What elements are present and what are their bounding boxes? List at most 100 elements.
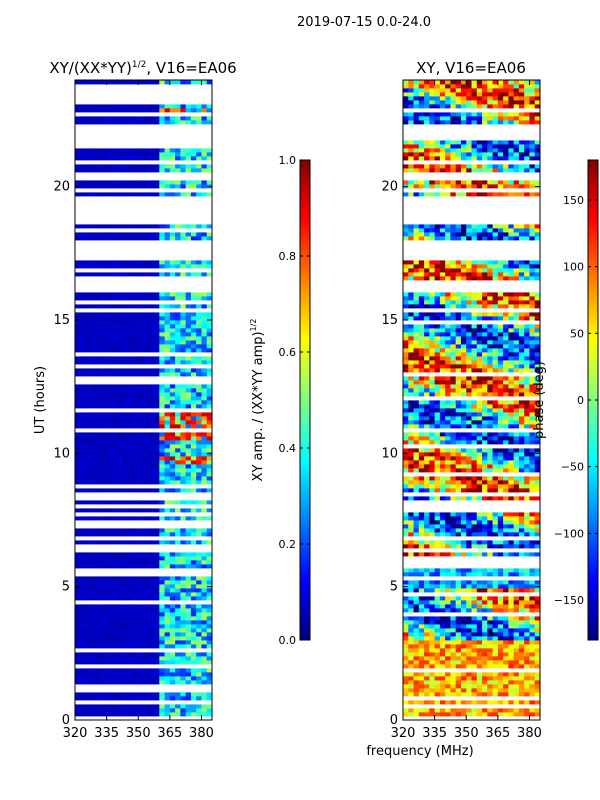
heatmap-cell — [434, 484, 441, 489]
heatmap-cell — [175, 236, 181, 241]
heatmap-cell — [117, 104, 123, 109]
heatmap-cell — [185, 464, 192, 469]
heatmap-cell — [127, 528, 134, 533]
heatmap-cell — [90, 184, 97, 189]
heatmap-cell — [132, 552, 139, 557]
heatmap-cell — [497, 368, 504, 373]
heatmap-cell — [413, 528, 420, 533]
heatmap-cell — [439, 636, 446, 641]
heatmap-cell — [455, 688, 462, 693]
heatmap-cell — [492, 468, 499, 473]
heatmap-cell — [106, 712, 113, 717]
heatmap-cell — [413, 324, 420, 329]
heatmap-cell — [148, 396, 155, 401]
heatmap-cell — [122, 552, 129, 557]
heatmap-cell — [185, 116, 192, 121]
heatmap-cell — [492, 552, 499, 557]
heatmap-cell — [524, 620, 530, 625]
heatmap-cell — [190, 120, 197, 125]
heatmap-cell — [196, 552, 202, 557]
heatmap-cell — [492, 352, 499, 357]
heatmap-cell — [117, 696, 123, 701]
heatmap-cell — [466, 568, 472, 573]
heatmap-cell — [96, 120, 102, 125]
heatmap-cell — [180, 360, 187, 365]
heatmap-cell — [508, 692, 515, 697]
heatmap-cell — [518, 352, 525, 357]
heatmap-cell — [497, 520, 504, 525]
heatmap-cell — [164, 424, 171, 429]
heatmap-cell — [450, 292, 457, 297]
heatmap-cell — [206, 672, 212, 677]
heatmap-cell — [460, 460, 467, 465]
heatmap-cell — [418, 616, 425, 621]
heatmap-cell — [96, 384, 102, 389]
heatmap-cell — [154, 456, 160, 461]
heatmap-cell — [75, 456, 81, 461]
heatmap-cell — [466, 484, 472, 489]
heatmap-cell — [132, 328, 139, 333]
heatmap-cell — [75, 616, 81, 621]
heatmap-cell — [429, 356, 436, 361]
heatmap-cell — [127, 460, 134, 465]
heatmap-cell — [101, 384, 108, 389]
heatmap-cell — [180, 264, 187, 269]
heatmap-cell — [201, 448, 208, 453]
heatmap-cell — [413, 620, 420, 625]
heatmap-cell — [132, 316, 139, 321]
heatmap-cell — [424, 528, 430, 533]
heatmap-cell — [434, 644, 441, 649]
heatmap-cell — [450, 708, 457, 713]
y-tick-label: 0 — [62, 713, 70, 728]
heatmap-cell — [169, 556, 176, 561]
heatmap-cell — [96, 356, 102, 361]
heatmap-cell — [455, 340, 462, 345]
heatmap-cell — [460, 628, 467, 633]
heatmap-cell — [106, 360, 113, 365]
heatmap-cell — [450, 484, 457, 489]
heatmap-cell — [492, 580, 499, 585]
heatmap-cell — [518, 276, 525, 281]
heatmap-cell — [75, 464, 81, 469]
heatmap-cell — [408, 424, 414, 429]
heatmap-cell — [429, 268, 436, 273]
heatmap-cell — [96, 588, 102, 593]
heatmap-cell — [201, 440, 208, 445]
heatmap-cell — [138, 480, 144, 485]
heatmap-cell — [169, 396, 176, 401]
heatmap-cell — [487, 476, 493, 481]
heatmap-cell — [132, 292, 139, 297]
heatmap-cell — [138, 372, 144, 377]
heatmap-cell — [466, 608, 472, 613]
heatmap-cell — [429, 376, 436, 381]
heatmap-cell — [196, 608, 202, 613]
heatmap-cell — [513, 684, 520, 689]
heatmap-cell — [206, 460, 212, 465]
heatmap-cell — [122, 180, 129, 185]
heatmap-cell — [492, 688, 499, 693]
heatmap-cell — [190, 632, 197, 637]
heatmap-cell — [143, 480, 150, 485]
heatmap-cell — [508, 588, 515, 593]
heatmap-cell — [408, 540, 414, 545]
heatmap-cell — [80, 316, 86, 321]
heatmap-cell — [132, 432, 139, 437]
heatmap-cell — [534, 632, 540, 637]
heatmap-cell — [471, 304, 478, 309]
heatmap-cell — [503, 588, 509, 593]
heatmap-cell — [439, 476, 446, 481]
heatmap-cell — [455, 524, 462, 529]
heatmap-cell — [111, 264, 118, 269]
heatmap-cell — [460, 688, 467, 693]
heatmap-cell — [96, 116, 102, 121]
heatmap-cell — [122, 580, 129, 585]
heatmap-cell — [471, 512, 478, 517]
heatmap-cell — [154, 400, 160, 405]
heatmap-cell — [476, 392, 483, 397]
heatmap-cell — [429, 692, 436, 697]
heatmap-cell — [185, 472, 192, 477]
heatmap-cell — [424, 328, 430, 333]
heatmap-cell — [487, 404, 493, 409]
heatmap-cell — [403, 364, 409, 369]
heatmap-cell — [117, 452, 123, 457]
